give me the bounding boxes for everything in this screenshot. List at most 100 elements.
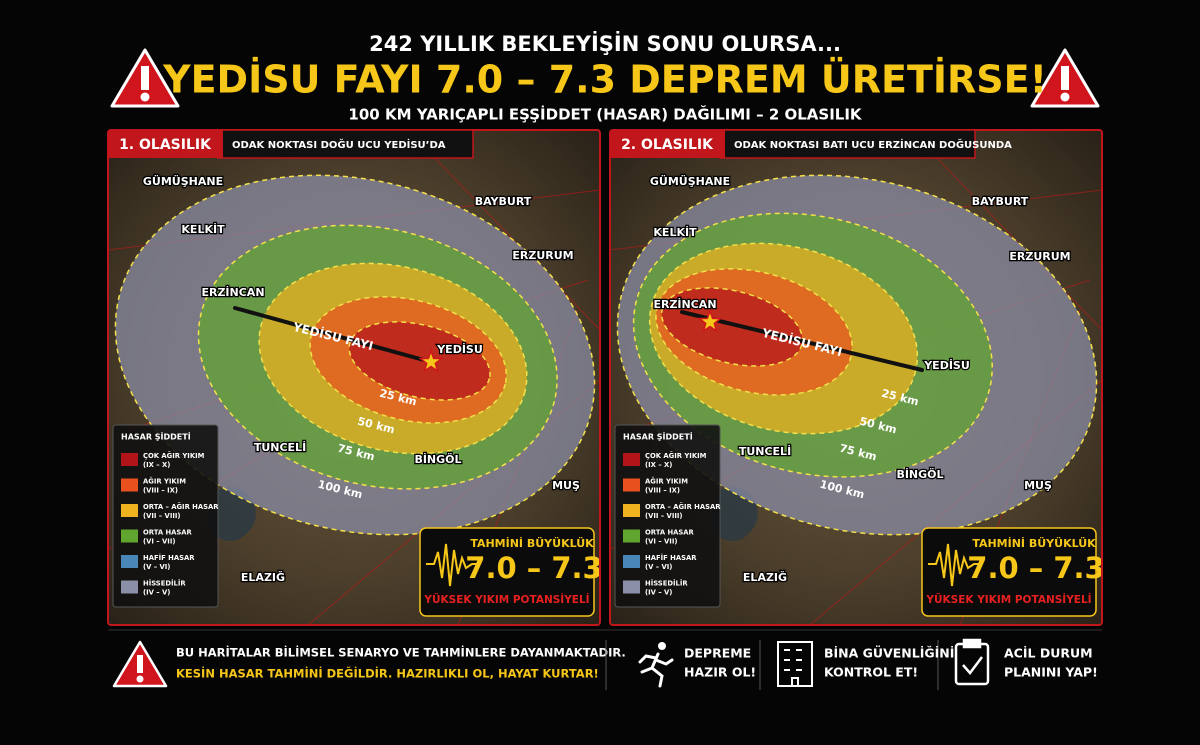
legend-range: (V – VI) [143, 563, 170, 571]
action-text: BİNA GÜVENLİĞİNİ [824, 646, 954, 661]
tag-box [108, 130, 223, 158]
subtitle: 100 KM YARIÇAPLI EŞŞİDDET (HASAR) DAĞILI… [348, 105, 863, 124]
legend-swatch [121, 478, 138, 492]
place-label: ELAZIĞ [241, 571, 285, 584]
kicker: 242 YILLIK BEKLEYİŞİN SONU OLURSA... [369, 31, 841, 56]
place-label: TUNCELİ [254, 440, 306, 454]
footer-warning: BU HARİTALAR BİLİMSEL SENARYO VE TAHMİNL… [176, 645, 626, 660]
legend-title: HASAR ŞİDDETİ [623, 432, 693, 442]
seismograph [928, 543, 980, 587]
epicenter-star [418, 348, 444, 373]
legend-range: (VI – VII) [645, 538, 677, 546]
place-label: MUŞ [552, 479, 580, 492]
intensity-zone [660, 287, 804, 367]
place-label: BAYBURT [475, 195, 532, 208]
seismograph [426, 543, 478, 587]
place-label: GÜMÜŞHANE [650, 174, 730, 188]
legend-range: (V – VI) [645, 563, 672, 571]
lake [208, 486, 256, 541]
legend-label: ÇOK AĞIR YIKIM [645, 451, 707, 460]
footer-warning: KESİN HASAR TAHMİNİ DEĞİLDİR. HAZIRLIKLI… [176, 666, 599, 681]
legend-label: ORTA – AĞIR HASAR [143, 502, 219, 511]
caption-box [217, 129, 474, 159]
legend-range: (IX – X) [645, 461, 672, 469]
panel-tag: 1. OLASILIK [119, 137, 212, 153]
legend-label: HİSSEDİLİR [143, 579, 186, 588]
legend-range: (VIII – IX) [645, 487, 680, 495]
tag-box [610, 130, 725, 158]
action-text: ACİL DURUM [1004, 646, 1093, 661]
fault-trace [233, 306, 433, 364]
place-label: ERZURUM [1009, 250, 1070, 263]
place-label: MUŞ [1024, 479, 1052, 492]
place-label: ERZİNCAN [653, 297, 716, 311]
legend-swatch [121, 580, 138, 594]
magnitude-frame [921, 527, 1097, 617]
fault-trace [680, 310, 924, 372]
legend-swatch [121, 504, 138, 517]
magnitude-title: TAHMİNİ BÜYÜKLÜK [972, 536, 1096, 550]
action-text: HAZIR OL! [684, 665, 756, 680]
legend-label: HAFİF HASAR [645, 553, 697, 562]
fault-line [909, 130, 1102, 331]
legend-label: ÇOK AĞIR YIKIM [143, 451, 205, 460]
legend-range: (VII – VIII) [143, 512, 181, 520]
magnitude-note: YÜKSEK YIKIM POTANSİYELİ [423, 592, 589, 606]
legend-label: AĞIR YIKIM [645, 477, 688, 486]
place-label: BİNGÖL [896, 467, 943, 481]
place-label: BAYBURT [972, 195, 1029, 208]
legend-swatch [623, 529, 640, 543]
legend-label: AĞIR YIKIM [143, 477, 186, 486]
magnitude-title: TAHMİNİ BÜYÜKLÜK [470, 536, 594, 550]
place-label: ERZURUM [512, 249, 573, 262]
legend-range: (IV – V) [645, 589, 672, 597]
panel-caption: ODAK NOKTASI DOĞU UCU YEDİSU’DA [232, 137, 446, 151]
place-label: KELKİT [653, 225, 697, 239]
place-label: BİNGÖL [414, 452, 461, 466]
legend-swatch [121, 529, 138, 543]
action-text: PLANINI YAP! [1004, 665, 1098, 680]
place-label: YEDİSU [923, 358, 970, 372]
magnitude-value: 7.0 – 7.3 [465, 551, 602, 585]
magnitude-value: 7.0 – 7.3 [967, 551, 1104, 585]
legend: HASAR ŞİDDETİ ÇOK AĞIR YIKIM(IX – X) AĞIR … [614, 424, 721, 608]
place-label: ERZİNCAN [201, 285, 264, 299]
caption-box [719, 129, 976, 159]
fault-line [407, 130, 600, 331]
legend-range: (IX – X) [143, 461, 170, 469]
legend-swatch [623, 478, 640, 492]
checklist-icon [954, 638, 990, 686]
legend-label: ORTA HASAR [143, 529, 193, 537]
action-text: KONTROL ET! [824, 665, 918, 680]
legend-range: (VIII – IX) [143, 487, 178, 495]
legend-box [112, 424, 219, 608]
run-icon [638, 642, 674, 688]
legend-label: HAFİF HASAR [143, 553, 195, 562]
legend-range: (VII – VIII) [645, 512, 683, 520]
legend: HASAR ŞİDDETİ ÇOK AĞIR YIKIM(IX – X) AĞIR … [112, 424, 219, 608]
panel-caption: ODAK NOKTASI BATI UCU ERZİNCAN DOĞUSUNDA [734, 137, 1012, 151]
place-label: TUNCELİ [739, 444, 791, 458]
legend-swatch [121, 555, 138, 568]
place-label: GÜMÜŞHANE [143, 174, 223, 188]
warning-icon [112, 640, 168, 688]
legend-swatch [623, 504, 640, 517]
legend-label: ORTA – AĞIR HASAR [645, 502, 721, 511]
magnitude-note: YÜKSEK YIKIM POTANSİYELİ [925, 592, 1091, 606]
legend-range: (IV – V) [143, 589, 170, 597]
panel-tag: 2. OLASILIK [621, 137, 714, 153]
legend-range: (VI – VII) [143, 538, 175, 546]
warning-icon [110, 48, 180, 108]
place-label: KELKİT [181, 222, 225, 236]
lake [710, 486, 758, 541]
place-label: YEDİSU [436, 342, 483, 356]
building-icon [777, 641, 813, 687]
legend-swatch [623, 580, 640, 594]
